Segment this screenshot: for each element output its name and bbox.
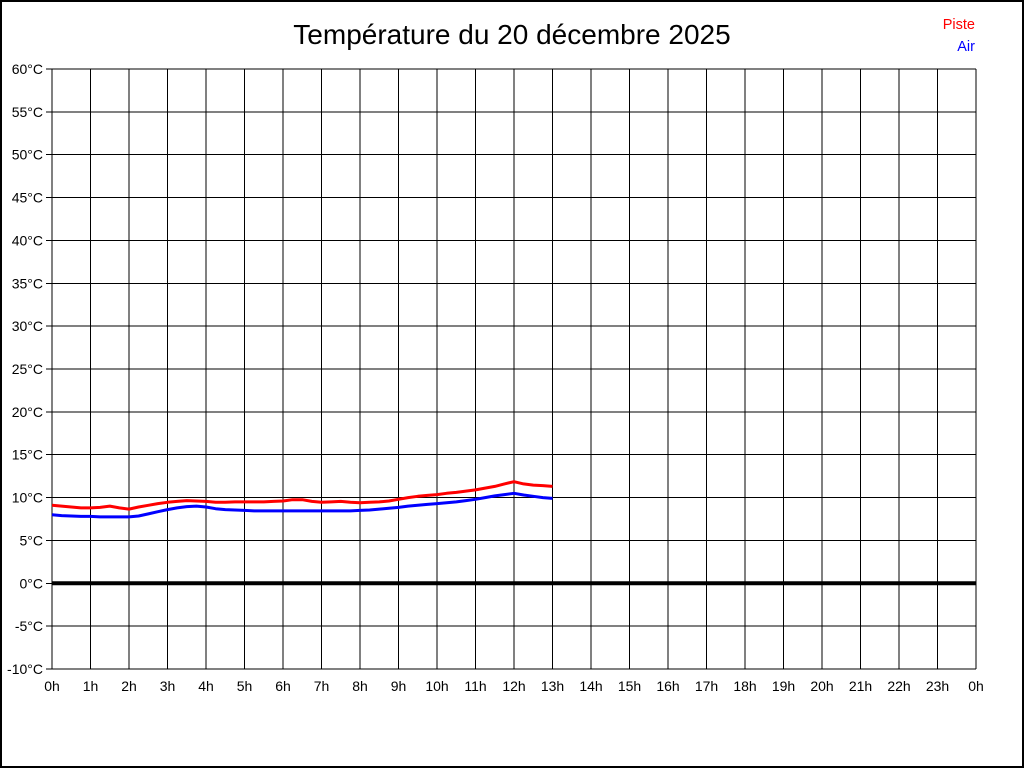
x-tick-label: 12h [502,678,525,694]
y-tick-label: 15°C [12,447,43,463]
x-tick-label: 20h [810,678,833,694]
y-tick-label: 10°C [12,490,43,506]
legend-item-piste: Piste [942,17,975,33]
x-tick-label: 19h [772,678,795,694]
x-tick-label: 2h [121,678,137,694]
x-tick-label: 4h [198,678,214,694]
x-tick-label: 8h [352,678,368,694]
y-tick-label: -5°C [15,618,43,634]
x-tick-label: 18h [733,678,756,694]
series-line-air [51,491,553,519]
chart-title: Température du 20 décembre 2025 [293,19,731,50]
x-tick-label: 0h [968,678,984,694]
x-tick-label: 0h [44,678,60,694]
x-tick-label: 3h [160,678,176,694]
y-tick-label: 0°C [20,575,44,591]
x-tick-label: 17h [695,678,718,694]
x-tick-label: 1h [83,678,99,694]
y-tick-label: 45°C [12,190,43,206]
x-tick-label: 7h [314,678,330,694]
y-tick-label: 55°C [12,104,43,120]
x-tick-label: 15h [618,678,641,694]
x-tick-label: 16h [656,678,679,694]
y-tick-label: 20°C [12,404,43,420]
y-tick-label: -10°C [7,661,43,677]
x-tick-label: 14h [579,678,602,694]
series-line-piste [51,480,553,511]
y-tick-label: 50°C [12,147,43,163]
x-tick-label: 11h [464,678,486,694]
x-tick-label: 6h [275,678,291,694]
y-tick-label: 60°C [12,61,43,77]
legend-item-air: Air [957,39,975,55]
x-tick-label: 23h [926,678,949,694]
x-tick-label: 13h [541,678,564,694]
y-tick-label: 25°C [12,361,43,377]
y-tick-label: 35°C [12,275,43,291]
y-tick-label: 30°C [12,318,43,334]
x-tick-label: 9h [391,678,407,694]
x-tick-label: 10h [425,678,448,694]
x-tick-label: 22h [887,678,910,694]
x-tick-label: 21h [849,678,872,694]
chart-legend: Piste Air [943,14,975,58]
y-tick-label: 5°C [20,532,44,548]
x-tick-label: 5h [237,678,253,694]
y-tick-label: 40°C [12,232,43,248]
